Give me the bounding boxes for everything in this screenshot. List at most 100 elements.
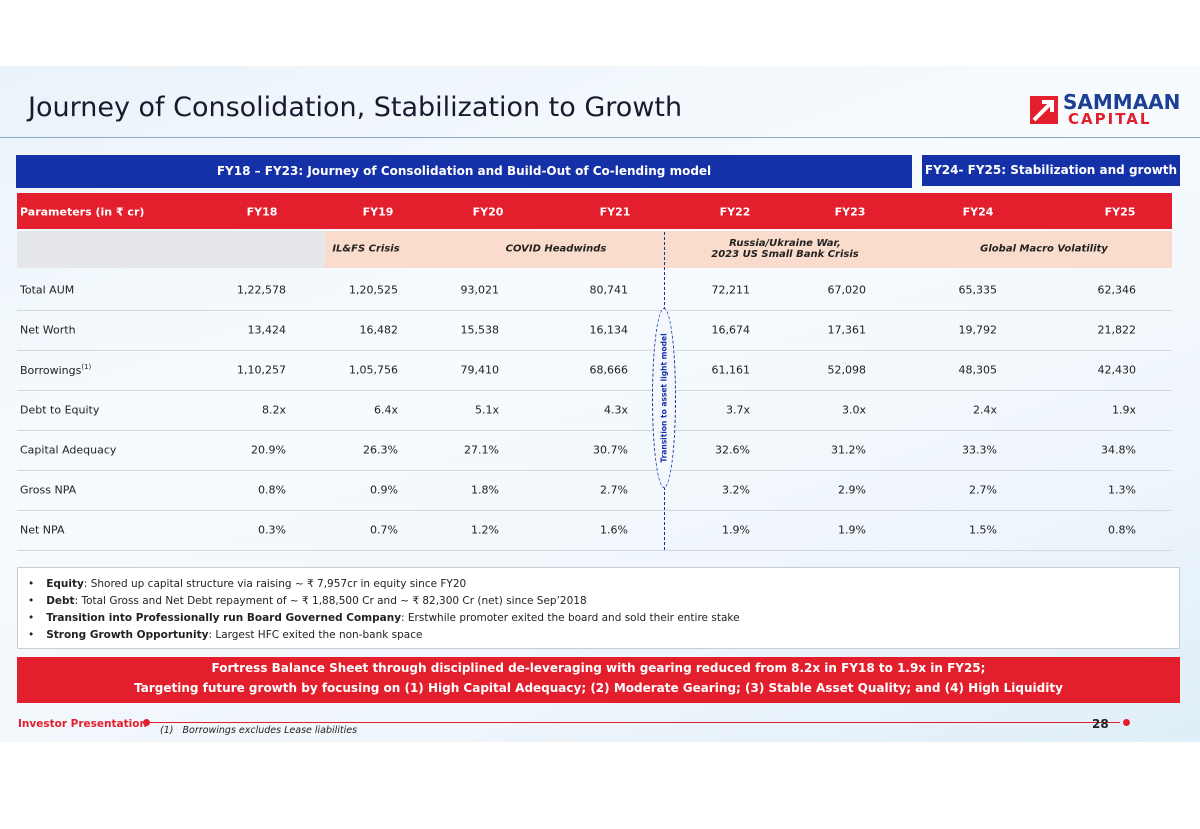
- row-label: Capital Adequacy: [20, 444, 116, 457]
- cell-value: 19,792: [958, 323, 998, 337]
- cell-value: 1.9%: [838, 523, 866, 537]
- cell-value: 33.3%: [962, 443, 997, 457]
- row-separator: [17, 550, 1172, 551]
- cell-value: 21,822: [1097, 323, 1137, 337]
- row-label: Net NPA: [20, 524, 65, 537]
- logo-bottom: CAPITAL: [1068, 110, 1152, 128]
- cell-value: 48,305: [958, 363, 998, 377]
- cell-value: 1,22,578: [237, 283, 286, 297]
- event: Russia/Ukraine War, 2023 US Small Bank Cr…: [711, 238, 858, 260]
- row-label-text: Capital Adequacy: [20, 443, 117, 457]
- page-number: 28: [1092, 717, 1109, 731]
- cell-value: 0.9%: [370, 483, 398, 497]
- event-row: [325, 231, 1172, 268]
- bullet: • Transition into Professionally run Boar…: [28, 612, 740, 624]
- cell-value: 2.4x: [972, 403, 997, 417]
- event-line: Russia/Ukraine War,: [729, 238, 841, 249]
- row-separator: [17, 350, 1172, 351]
- cell-value: 68,666: [589, 363, 629, 377]
- cell-value: 1.9x: [1111, 403, 1136, 417]
- cell-value: 20.9%: [251, 443, 286, 457]
- cell-value: 62,346: [1097, 283, 1137, 297]
- cell-value: 1.3%: [1108, 483, 1136, 497]
- footer-left: Investor Presentation: [18, 718, 147, 730]
- row-label-text: Net NPA: [20, 523, 65, 537]
- row-label: Debt to Equity: [20, 404, 99, 417]
- event: Global Macro Volatility: [980, 244, 1108, 255]
- cell-value: 1.9%: [722, 523, 750, 537]
- cell-value: 16,134: [589, 323, 629, 337]
- bullet-text: : Total Gross and Net Debt repayment of …: [74, 595, 587, 607]
- cell-value: 1.5%: [969, 523, 997, 537]
- row-label-text: Debt to Equity: [20, 403, 100, 417]
- bullet-label: Debt: [46, 595, 75, 607]
- row-label: Net Worth: [20, 324, 76, 337]
- transition-ellipse: [652, 308, 676, 488]
- footer-dot: [143, 719, 150, 726]
- cell-value: 1.6%: [600, 523, 628, 537]
- conclusion-line: Fortress Balance Sheet through disciplin…: [211, 661, 986, 675]
- cell-value: 16,674: [711, 323, 751, 337]
- column-header: FY18: [246, 205, 278, 219]
- bullet-text: : Erstwhile promoter exited the board an…: [401, 612, 740, 624]
- cell-value: 1.8%: [471, 483, 499, 497]
- bullet-text: : Largest HFC exited the non-bank space: [208, 629, 423, 641]
- cell-value: 17,361: [827, 323, 867, 337]
- event-line: IL&FS Crisis: [332, 243, 400, 255]
- bullet: • Equity: Shored up capital structure via…: [28, 578, 466, 590]
- cell-value: 79,410: [460, 363, 500, 377]
- cell-value: 1,20,525: [349, 283, 398, 297]
- bullet-dot: •: [28, 629, 35, 641]
- cell-value: 30.7%: [593, 443, 628, 457]
- row-label-text: Total AUM: [20, 283, 75, 297]
- bullet-label: Strong Growth Opportunity: [46, 629, 209, 641]
- footer-dot: [1123, 719, 1130, 726]
- row-label-text: Borrowings: [20, 363, 82, 377]
- row-separator: [17, 430, 1172, 431]
- cell-value: 16,482: [359, 323, 399, 337]
- footnote-marker: (1): [160, 725, 174, 736]
- row-label-text: Gross NPA: [20, 483, 77, 497]
- cell-value: 0.8%: [258, 483, 286, 497]
- cell-value: 80,741: [589, 283, 629, 297]
- cell-value: 42,430: [1097, 363, 1137, 377]
- banner: FY24- FY25: Stabilization and growth: [922, 155, 1180, 186]
- cell-value: 13,424: [247, 323, 287, 337]
- cell-value: 0.8%: [1108, 523, 1136, 537]
- cell-value: 2.7%: [600, 483, 628, 497]
- cell-value: 1,10,257: [237, 363, 286, 377]
- cell-value: 32.6%: [715, 443, 750, 457]
- slide: Journey of Consolidation, Stabilization …: [0, 66, 1200, 742]
- row-separator: [17, 470, 1172, 471]
- event-line: 2023 US Small Bank Crisis: [711, 249, 859, 260]
- row-label-text: Net Worth: [20, 323, 76, 337]
- bullet-label: Transition into Professionally run Board…: [46, 612, 402, 624]
- column-header: FY22: [719, 205, 751, 219]
- event: IL&FS Crisis: [332, 244, 399, 255]
- column-header: Parameters (in ₹ cr): [20, 205, 145, 219]
- cell-value: 0.3%: [258, 523, 286, 537]
- bullet-label: Equity: [46, 578, 84, 590]
- cell-value: 8.2x: [261, 403, 286, 417]
- conclusion-box: [17, 657, 1180, 703]
- column-header: FY19: [362, 205, 394, 219]
- cell-value: 6.4x: [373, 403, 398, 417]
- banner: FY18 – FY23: Journey of Consolidation an…: [16, 155, 912, 188]
- title: Journey of Consolidation, Stabilization …: [28, 92, 683, 123]
- bullet-dot: •: [28, 595, 35, 607]
- cell-value: 4.3x: [603, 403, 628, 417]
- cell-value: 15,538: [460, 323, 500, 337]
- cell-value: 2.9%: [838, 483, 866, 497]
- cell-value: 1,05,756: [349, 363, 398, 377]
- cell-value: 52,098: [827, 363, 867, 377]
- row-separator: [17, 310, 1172, 311]
- header-row: [17, 193, 1172, 229]
- row-label: Total AUM: [20, 284, 74, 297]
- footnote: (1) Borrowings excludes Lease liabilitie…: [160, 725, 357, 736]
- event-line: COVID Headwinds: [505, 243, 607, 255]
- bullets-box: [17, 567, 1180, 649]
- footnote-text: Borrowings excludes Lease liabilities: [182, 725, 358, 736]
- cell-value: 65,335: [958, 283, 998, 297]
- title-rule: [0, 137, 1200, 138]
